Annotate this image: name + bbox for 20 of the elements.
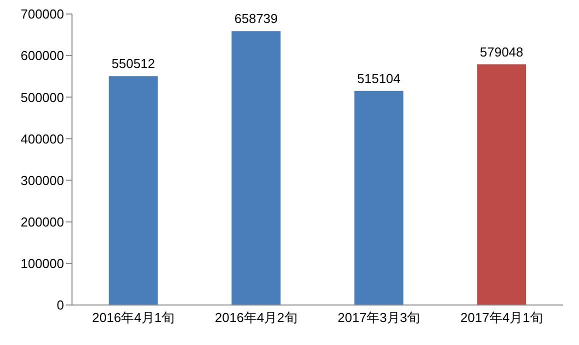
x-tick-label: 2016年4月2旬 — [214, 310, 298, 326]
data-label: 515104 — [357, 70, 401, 86]
bar — [232, 31, 281, 305]
x-tick-label: 2017年3月3旬 — [338, 310, 420, 326]
data-label: 658739 — [234, 11, 278, 26]
bar — [108, 76, 158, 305]
data-label: 550512 — [112, 56, 156, 72]
y-tick-label: 200000 — [20, 214, 64, 230]
y-tick-label: 600000 — [20, 48, 64, 64]
y-tick-label: 300000 — [20, 172, 64, 188]
bar — [354, 90, 404, 305]
bar — [477, 64, 526, 305]
y-tick-label: 700000 — [20, 6, 64, 22]
y-tick-label: 100000 — [20, 256, 64, 272]
x-tick-label: 2017年4月1旬 — [460, 310, 543, 326]
y-tick-label: 400000 — [20, 131, 64, 146]
x-tick-label: 2016年4月1旬 — [92, 310, 175, 326]
y-tick-label: 0 — [56, 298, 64, 313]
y-tick-label: 500000 — [20, 90, 64, 105]
data-label: 579048 — [480, 44, 524, 60]
